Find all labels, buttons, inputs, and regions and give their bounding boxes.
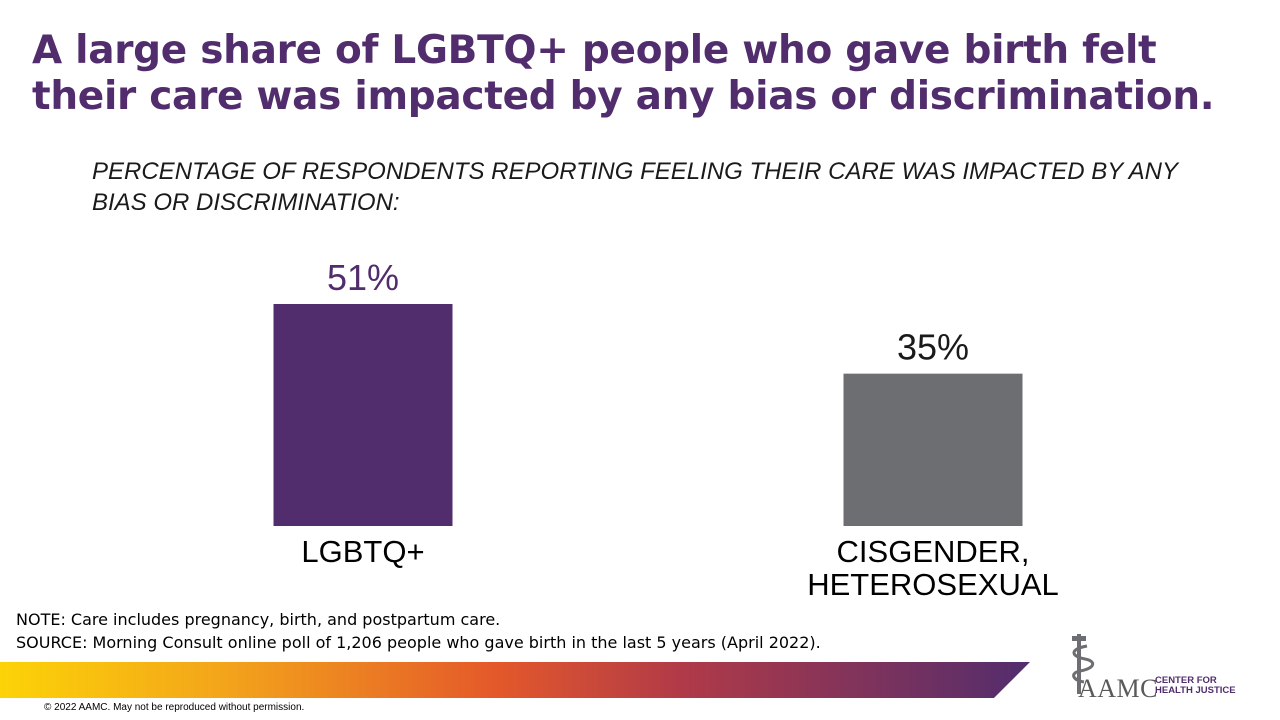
- center-for-health-justice: CENTER FOR HEALTH JUSTICE: [1155, 675, 1236, 696]
- page-title: A large share of LGBTQ+ people who gave …: [32, 28, 1215, 119]
- data-label-2: 35%: [897, 327, 969, 368]
- bar-1: [273, 304, 453, 526]
- footnotes: NOTE: Care includes pregnancy, birth, an…: [16, 608, 1056, 654]
- category-label-1: LGBTQ+: [301, 534, 424, 569]
- copyright-text: © 2022 AAMC. May not be reproduced witho…: [44, 702, 305, 713]
- gradient-band: [0, 662, 1030, 698]
- category-label-2-line-2: HETEROSEXUAL: [807, 567, 1059, 602]
- bar-2: [843, 373, 1023, 526]
- source-text: SOURCE: Morning Consult online poll of 1…: [16, 633, 821, 652]
- note-text: NOTE: Care includes pregnancy, birth, an…: [16, 610, 501, 629]
- aamc-wordmark: AAMC: [1078, 674, 1159, 703]
- caduceus-staff-icon: [1072, 634, 1095, 694]
- chart-subtitle: PERCENTAGE OF RESPONDENTS REPORTING FEEL…: [92, 158, 1178, 216]
- data-label-1: 51%: [327, 257, 399, 298]
- category-label-2-line-1: CISGENDER,: [837, 534, 1030, 569]
- aamc-logo: AAMC CENTER FOR HEALTH JUSTICE: [1066, 632, 1246, 703]
